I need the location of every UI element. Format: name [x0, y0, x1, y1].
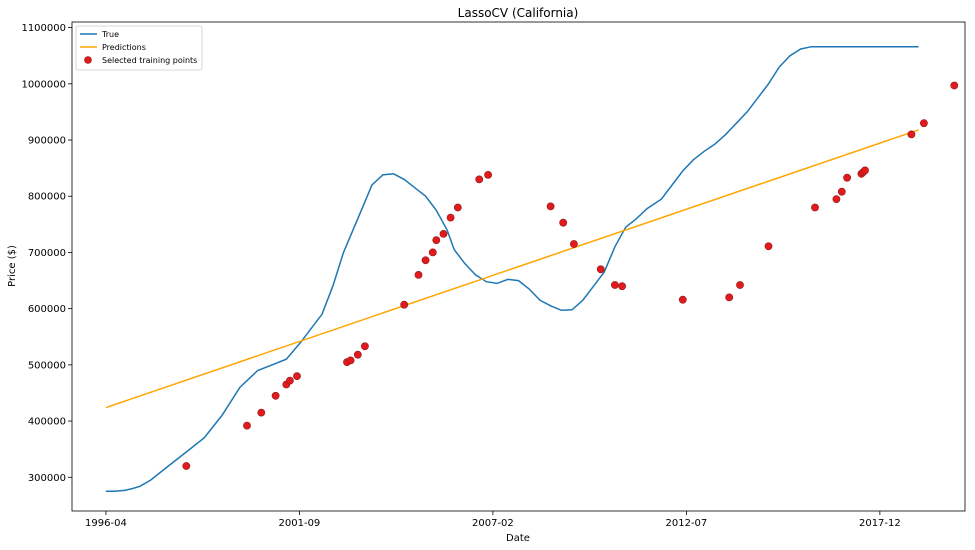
x-axis-title: Date [506, 533, 530, 544]
x-axis: 1996-04 2001-09 2007-02 2012-07 2017-12 [85, 511, 901, 529]
training-point [243, 421, 251, 430]
training-point [596, 265, 605, 274]
legend-points-label: Selected training points [102, 56, 197, 65]
training-point [546, 202, 555, 211]
training-point [764, 242, 773, 251]
training-point [353, 350, 362, 359]
training-point [285, 376, 294, 385]
y-axis: 300000 400000 500000 600000 700000 800000 9000… [21, 23, 72, 484]
y-tick-label: 1100000 [21, 23, 66, 34]
training-point [559, 218, 568, 227]
training-point [271, 391, 280, 400]
training-point [293, 372, 301, 380]
training-point [618, 282, 626, 291]
training-point [861, 166, 869, 175]
training-point [453, 203, 462, 212]
series-true-line [105, 45, 919, 493]
chart-title: LassoCV (California) [458, 6, 579, 20]
x-tick-label: 2012-07 [665, 518, 707, 529]
legend: True Predictions Selected training point… [75, 25, 203, 71]
legend-points-swatch [84, 56, 92, 64]
training-point [475, 175, 484, 184]
training-point [837, 187, 846, 196]
training-point [346, 356, 355, 365]
legend-true-label: True [101, 30, 119, 39]
x-tick-label: 2007-02 [472, 518, 514, 529]
training-point [843, 173, 851, 182]
training-point [432, 236, 441, 244]
training-point [428, 248, 437, 257]
y-tick-label: 500000 [28, 360, 66, 371]
training-point [920, 119, 928, 128]
y-tick-label: 700000 [28, 248, 66, 259]
training-point [736, 281, 744, 289]
series-predictions-line [105, 129, 919, 409]
y-tick-label: 300000 [28, 473, 66, 484]
y-tick-label: 1000000 [21, 79, 66, 90]
training-point [832, 195, 841, 203]
y-tick-label: 900000 [28, 136, 66, 147]
training-point [907, 130, 916, 139]
y-tick-label: 800000 [28, 192, 66, 203]
training-point [414, 270, 423, 279]
training-point [811, 203, 819, 212]
y-axis-title: Price ($) [7, 245, 18, 287]
training-point [360, 342, 369, 351]
training-point [400, 300, 409, 309]
y-tick-label: 400000 [28, 417, 66, 428]
legend-box [75, 25, 203, 71]
training-point [439, 229, 448, 238]
training-point [421, 256, 430, 265]
training-point [257, 408, 266, 417]
y-tick-label: 600000 [28, 304, 66, 315]
training-point [611, 281, 619, 289]
training-point [950, 81, 959, 90]
training-point [570, 240, 578, 248]
training-point [678, 295, 687, 304]
training-point [484, 170, 492, 179]
x-tick-label: 2001-09 [279, 518, 321, 529]
training-point [182, 462, 191, 470]
training-point [446, 213, 455, 222]
training-point [725, 293, 734, 302]
series-layer [105, 45, 959, 493]
x-tick-label: 2017-12 [859, 518, 901, 529]
x-tick-label: 1996-04 [85, 518, 127, 529]
legend-predictions-label: Predictions [102, 43, 146, 52]
